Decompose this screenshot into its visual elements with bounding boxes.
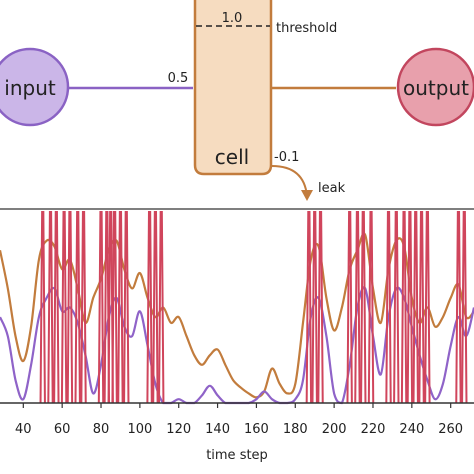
- spike-19: [346, 211, 353, 404]
- plot-area: [0, 211, 474, 405]
- spike-18: [317, 211, 324, 404]
- x-tick-label-220: 220: [361, 422, 386, 437]
- x-tick-label-140: 140: [205, 422, 230, 437]
- x-tick-label-80: 80: [93, 422, 110, 437]
- spike-10: [111, 211, 118, 404]
- spike-0: [39, 211, 46, 404]
- spike-30: [455, 211, 462, 404]
- spike-4: [66, 211, 74, 404]
- spike-28: [418, 211, 425, 404]
- spike-7: [97, 211, 105, 404]
- spike-11: [117, 211, 124, 404]
- x-tick-label-240: 240: [399, 422, 424, 437]
- x-tick-label-120: 120: [166, 422, 191, 437]
- leak-arrow: [271, 165, 308, 197]
- spike-21: [360, 211, 367, 404]
- x-tick-label-180: 180: [283, 422, 308, 437]
- spike-22: [367, 211, 375, 404]
- input-label: input: [4, 76, 56, 100]
- x-tick-label-260: 260: [438, 422, 463, 437]
- threshold-label: threshold: [276, 21, 337, 36]
- leak-label: leak: [318, 181, 346, 196]
- spike-14: [152, 211, 159, 404]
- spike-8: [103, 211, 111, 404]
- x-axis-ticks: 40 60 80 100 120 140 160 180 200 220 240 260: [15, 403, 463, 437]
- activity-chart: 40 60 80 100 120 140 160 180 200 220 240 260 time s…: [0, 208, 474, 463]
- cell-label: cell: [215, 145, 249, 169]
- spike-5: [74, 211, 81, 404]
- spike-31: [461, 211, 468, 404]
- leak-arrowhead: [301, 190, 313, 201]
- x-axis-label: time step: [206, 448, 268, 463]
- input-node[interactable]: [0, 47, 70, 127]
- spike-train-red_spikes: [39, 211, 468, 404]
- x-tick-label-160: 160: [244, 422, 269, 437]
- cell-box[interactable]: [193, 0, 273, 176]
- spike-3: [60, 211, 68, 404]
- spike-27: [412, 211, 419, 404]
- x-tick-label-60: 60: [54, 422, 71, 437]
- schematic: input 0.5 output 1.0 threshold cell -0.1…: [0, 0, 474, 201]
- spike-25: [400, 211, 408, 404]
- threshold-value: 1.0: [222, 11, 243, 26]
- spike-24: [393, 211, 400, 404]
- output-label: output: [403, 76, 469, 100]
- spike-29: [424, 211, 431, 404]
- spike-1: [47, 211, 54, 404]
- spike-17: [311, 211, 318, 404]
- spike-6: [80, 211, 87, 404]
- spike-12: [123, 211, 130, 404]
- x-tick-label-200: 200: [322, 422, 347, 437]
- spike-20: [354, 211, 361, 404]
- output-node[interactable]: [396, 47, 474, 127]
- spike-2: [53, 211, 60, 404]
- leak-value: -0.1: [274, 150, 299, 165]
- spike-13: [146, 211, 153, 404]
- spike-26: [406, 211, 414, 404]
- spike-15: [158, 211, 165, 404]
- spike-16: [305, 211, 313, 404]
- input-weight-label: 0.5: [168, 71, 189, 86]
- x-tick-label-100: 100: [127, 422, 152, 437]
- spike-9: [107, 211, 114, 404]
- x-tick-label-40: 40: [15, 422, 32, 437]
- spike-23: [385, 211, 392, 404]
